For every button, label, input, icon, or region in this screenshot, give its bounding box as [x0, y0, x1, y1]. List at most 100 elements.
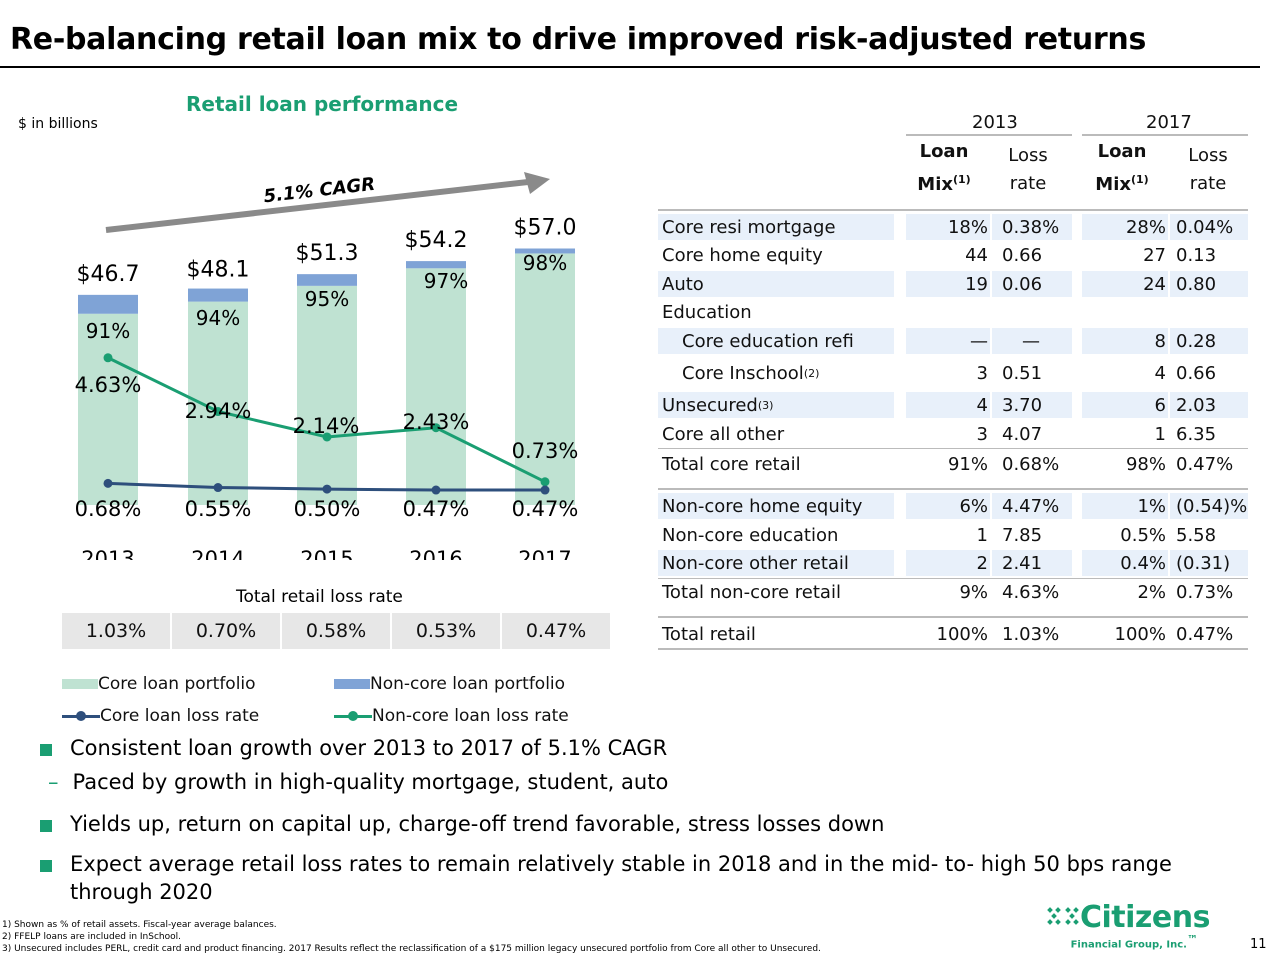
year-underline	[1082, 134, 1248, 136]
cell-mix-2013: 4	[906, 392, 990, 418]
legend-line-marker	[62, 710, 100, 721]
table-row: Non-core education 1 7.85 0.5% 5.58	[658, 522, 1248, 548]
legend-label: Core loan portfolio	[98, 674, 256, 694]
x-axis-label: 2017	[518, 547, 571, 560]
row-label: Unsecured (3)	[658, 392, 894, 418]
page-number: 11	[1250, 937, 1267, 952]
cell-mix-2013: 100%	[936, 623, 988, 645]
core-loss-rate-point	[322, 484, 332, 494]
row-label: Non-core home equity	[658, 493, 894, 519]
total-value-label: $54.2	[405, 228, 468, 253]
row-label: Total non-core retail	[662, 581, 841, 603]
bar-noncore-portfolio	[188, 288, 248, 302]
col-head-text: Loan	[1097, 141, 1147, 162]
footnote-3: 3) Unsecured includes PERL, credit card …	[2, 944, 821, 954]
row-label-text: Unsecured	[662, 394, 758, 416]
table-row: Core all other 3 4.07 1 6.35	[658, 421, 1248, 447]
noncore-rate-label: 2.94%	[185, 399, 252, 423]
col-head-loan-mix-2013: Loan Mix(1)	[914, 138, 974, 199]
row-label: Core education refi	[658, 328, 894, 354]
trademark-mark: ™	[1187, 933, 1198, 946]
core-loss-rate-point	[213, 483, 223, 493]
cell-rate-2013: 0.68%	[1002, 453, 1060, 475]
col-head-text: Loss	[1188, 145, 1228, 166]
noncore-loss-rate-point	[540, 477, 550, 487]
cell-rate-2017: 6.35	[1176, 423, 1217, 445]
cell-mix-2017: 8	[1082, 328, 1168, 354]
row-label: Core resi mortgage	[658, 214, 894, 240]
cell-rate-2017: 0.47%	[1176, 453, 1234, 475]
cell-mix-2013: 91%	[947, 453, 988, 475]
row-label: Core home equity	[662, 244, 823, 266]
cell-mix-2013: 9%	[959, 581, 988, 603]
cell-mix-2017: 0.5%	[1120, 524, 1166, 546]
cell-mix-2013: 3	[976, 362, 988, 384]
cell-rate-2013: 4.63%	[1002, 581, 1060, 603]
col-head-text: Loan	[919, 141, 969, 162]
loss-rate-cell: 0.47%	[502, 613, 610, 649]
cell-rate-2013: 0.66	[1002, 244, 1043, 266]
footnote-ref: (2)	[803, 366, 820, 380]
units-label: $ in billions	[18, 116, 98, 132]
x-axis-label: 2014	[191, 547, 244, 560]
table-separator	[658, 648, 1248, 650]
year-header-2013: 2013	[972, 112, 1018, 133]
legend-label: Core loan loss rate	[100, 706, 260, 726]
cell-rate-2017: 0.73%	[1176, 581, 1234, 603]
legend-line-marker	[334, 710, 372, 721]
cell-mix-2013: 1	[976, 524, 988, 546]
table-separator	[658, 488, 1248, 490]
cell-mix-2013: 3	[976, 423, 988, 445]
bar-core-portfolio	[406, 268, 466, 505]
sub-bullet-item: – Paced by growth in high-quality mortga…	[48, 770, 668, 794]
footnote-ref: (1)	[1130, 173, 1149, 186]
cell-rate-2017: 0.13	[1176, 244, 1217, 266]
core-share-label: 91%	[86, 319, 130, 343]
chart-subtitle: Retail loan performance	[186, 92, 459, 116]
cell-rate-2013: 0.38%	[992, 214, 1072, 240]
bar-core-portfolio	[297, 285, 357, 505]
x-axis-label: 2013	[81, 547, 134, 560]
col-head-text: Loss	[1008, 145, 1048, 166]
bar-noncore-portfolio	[515, 248, 575, 254]
cell-rate-2013: 7.85	[1002, 524, 1043, 546]
footnote-2: 2) FFELP loans are included in InSchool.	[2, 932, 181, 942]
bullet-continuation: through 2020	[70, 880, 213, 904]
bullet-square-icon	[40, 744, 52, 756]
col-head-text: rate	[1009, 173, 1047, 194]
table-row: Non-core other retail 2 2.41 0.4% (0.31)	[658, 550, 1248, 576]
loss-rate-cell: 0.58%	[282, 613, 390, 649]
cell-rate-2013: 4.07	[1002, 423, 1043, 445]
x-axis-label: 2016	[409, 547, 462, 560]
footnote-1: 1) Shown as % of retail assets. Fiscal-y…	[2, 920, 277, 930]
cell-mix-2017: 6	[1082, 392, 1168, 418]
cell-mix-2017: 100%	[1114, 623, 1166, 645]
cagr-arrow-line	[105, 179, 529, 233]
col-head-text: rate	[1189, 173, 1227, 194]
cell-rate-2013: 0.06	[992, 271, 1072, 297]
bullet-text: Expect average retail loss rates to rema…	[70, 852, 1172, 876]
table-separator	[658, 578, 1248, 579]
year-underline	[906, 134, 1072, 136]
legend-label: Non-core loan portfolio	[370, 674, 566, 694]
cagr-arrow-head	[524, 172, 550, 194]
cell-mix-2017: 0.4%	[1082, 550, 1168, 576]
cell-rate-2013: 4.47%	[992, 493, 1072, 519]
table-row: Core Inschool (2) 3 0.51 4 0.66	[658, 360, 1248, 386]
bullet-text: Yields up, return on capital up, charge-…	[70, 812, 885, 836]
cell-rate-2013: 3.70	[992, 392, 1072, 418]
legend-core-portfolio: Core loan portfolio	[62, 674, 256, 694]
table-separator	[658, 209, 1248, 211]
col-head-loss-rate-2013: Loss rate	[998, 142, 1058, 198]
total-value-label: $57.0	[514, 216, 577, 241]
core-rate-label: 0.47%	[403, 497, 470, 521]
noncore-loss-rate-point	[213, 407, 223, 417]
row-label: Non-core other retail	[658, 550, 894, 576]
citizens-mark-icon	[1047, 906, 1079, 925]
cell-rate-2017: 0.66	[1176, 362, 1217, 384]
core-share-label: 97%	[424, 269, 468, 293]
cell-rate-2013: 2.41	[992, 550, 1072, 576]
core-rate-label: 0.50%	[294, 497, 361, 521]
table-row: Core education refi — — 8 0.28	[658, 328, 1248, 354]
dash-icon: –	[48, 770, 59, 794]
